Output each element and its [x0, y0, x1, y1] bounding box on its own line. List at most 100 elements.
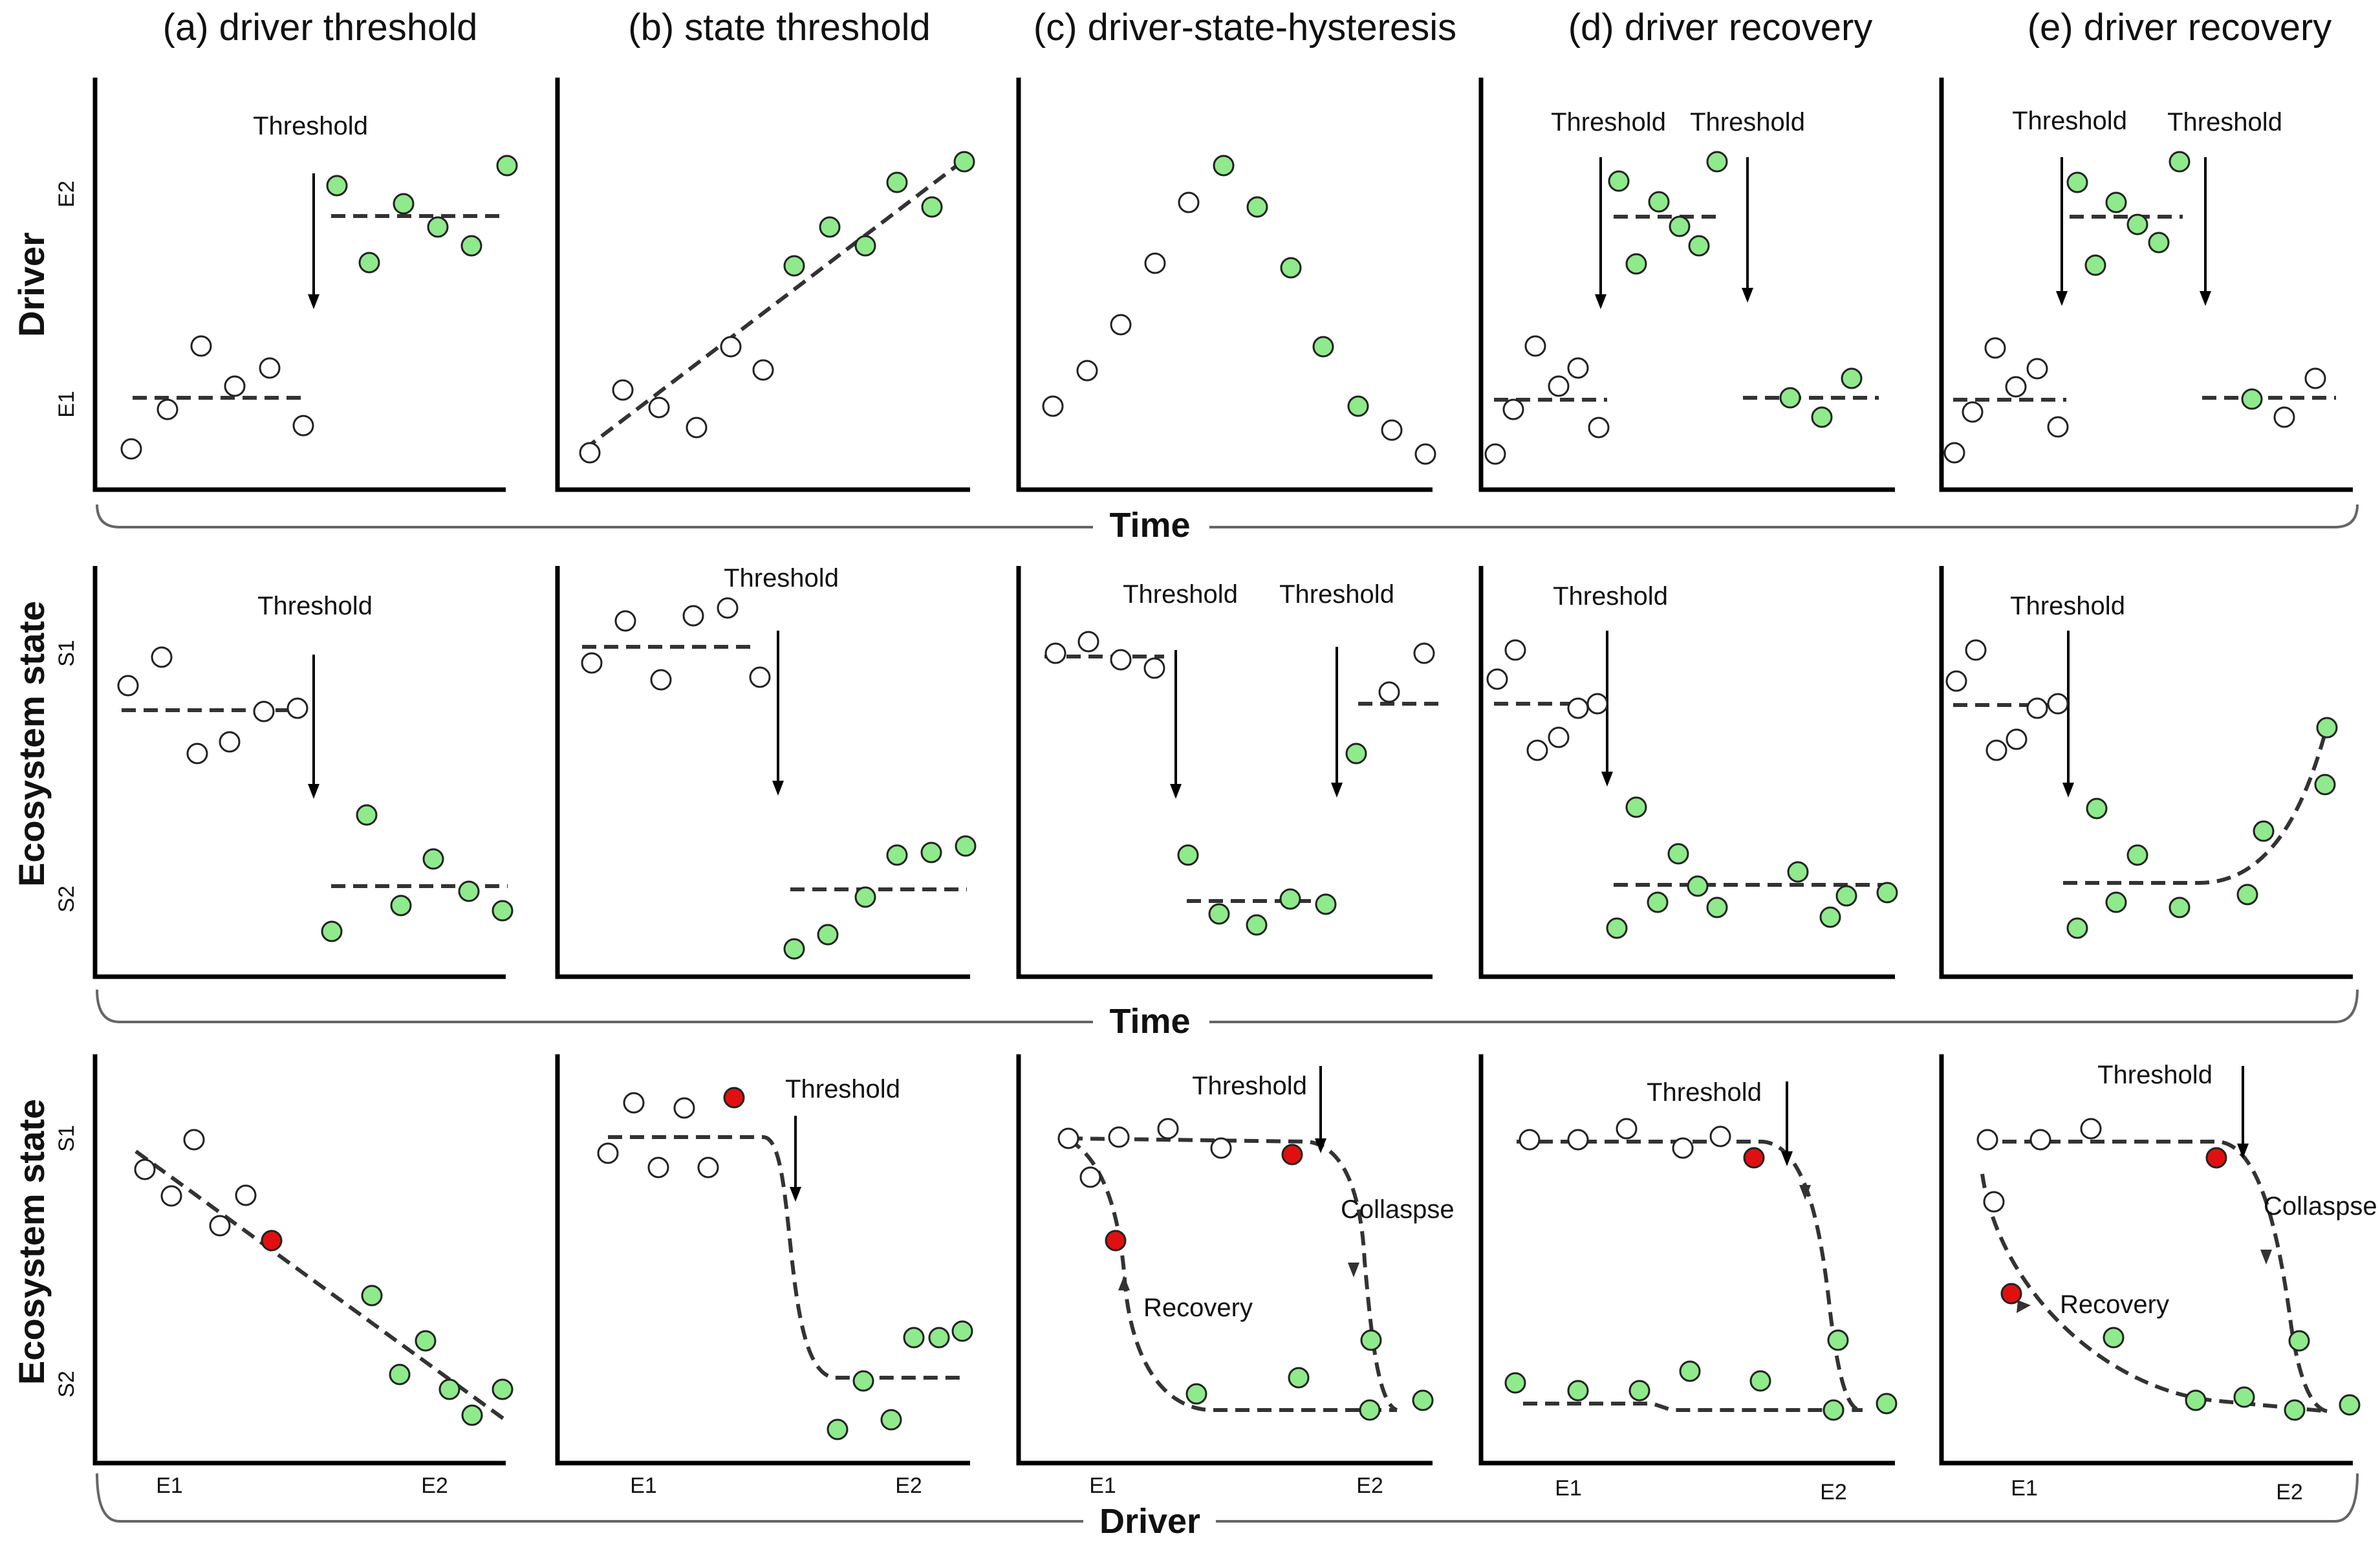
- point: [1985, 739, 2007, 761]
- xtick-e1-c: E1: [1089, 1473, 1116, 1498]
- point: [2126, 213, 2148, 235]
- point: [928, 1327, 950, 1349]
- xtick-e1-b: E1: [630, 1473, 657, 1498]
- point: [2103, 1327, 2125, 1349]
- point: [951, 1320, 973, 1342]
- point: [2066, 171, 2088, 193]
- point: [1779, 387, 1801, 409]
- point: [2105, 191, 2127, 213]
- state-tick-s2: S2: [54, 885, 79, 913]
- threshold-label-d2: Threshold: [1553, 582, 1668, 611]
- point: [2047, 416, 2069, 438]
- point: [2236, 884, 2258, 906]
- e2-level-rec: [2063, 721, 2330, 885]
- points-a1: [120, 155, 518, 460]
- points-d2: [1486, 639, 1898, 939]
- d3-collapse-head: [1799, 1185, 1811, 1200]
- point: [1965, 639, 1987, 661]
- driver-bracket-row3: [96, 1473, 2359, 1523]
- point: [886, 171, 908, 193]
- point: [1519, 1129, 1541, 1151]
- point: [1608, 170, 1630, 192]
- driver-tick-e2: E2: [54, 180, 79, 208]
- points-b1: [579, 151, 975, 464]
- row2-axes: [92, 566, 2353, 979]
- point: [1281, 1144, 1303, 1166]
- point: [1312, 336, 1334, 358]
- point: [2273, 406, 2295, 428]
- row-label-response: Ecosystem state: [11, 1099, 52, 1385]
- point: [1706, 896, 1728, 918]
- point: [903, 1327, 925, 1349]
- c3-collapse-head: [1348, 1263, 1359, 1277]
- point: [1076, 360, 1098, 382]
- row-label-driver: Driver: [11, 232, 52, 337]
- point: [920, 842, 942, 863]
- point: [2169, 151, 2191, 173]
- point: [427, 216, 449, 238]
- point: [819, 216, 841, 238]
- point: [1280, 257, 1302, 279]
- point: [1526, 739, 1548, 761]
- point: [817, 924, 839, 946]
- point: [1823, 1399, 1844, 1421]
- point: [1288, 1367, 1310, 1389]
- point: [1688, 235, 1710, 257]
- recovery-label-e3: Recovery: [2060, 1290, 2169, 1319]
- point: [1279, 888, 1301, 910]
- point: [1709, 1125, 1731, 1147]
- point: [1524, 335, 1546, 357]
- point: [1706, 151, 1728, 173]
- point: [1984, 337, 2006, 359]
- point: [1177, 844, 1199, 866]
- point: [1548, 375, 1570, 397]
- e3-upper: [1980, 1140, 2329, 1413]
- point: [579, 442, 601, 464]
- point: [2086, 798, 2108, 820]
- point: [209, 1215, 231, 1237]
- points-a3: [134, 1129, 514, 1426]
- point: [1983, 1191, 2005, 1213]
- point: [880, 1409, 902, 1431]
- point: [581, 652, 603, 674]
- xtick-e2-b: E2: [895, 1473, 922, 1498]
- point: [235, 1184, 257, 1206]
- threshold-label-e3: Threshold: [2097, 1061, 2212, 1089]
- threshold-label-b2: Threshold: [724, 564, 839, 592]
- point: [1412, 1389, 1434, 1411]
- point: [157, 398, 178, 420]
- time-label-row1: Time: [1109, 506, 1190, 545]
- point: [1144, 252, 1166, 274]
- point: [1625, 253, 1647, 275]
- point: [1108, 1126, 1130, 1148]
- column-title-b: (b) state threshold: [628, 6, 930, 49]
- point: [259, 357, 281, 379]
- e3-lower: [1980, 1173, 2329, 1413]
- point: [2314, 774, 2336, 796]
- point: [2316, 717, 2338, 739]
- point: [492, 900, 514, 922]
- point: [717, 597, 739, 619]
- point: [2339, 1394, 2361, 1416]
- point: [186, 743, 208, 765]
- point: [358, 252, 380, 274]
- point: [697, 1156, 719, 1178]
- c3-upper: [1068, 1136, 1398, 1412]
- point: [1625, 796, 1647, 818]
- point: [2241, 388, 2263, 410]
- point: [1567, 357, 1589, 379]
- point: [1484, 443, 1506, 465]
- point: [827, 1418, 849, 1440]
- point: [253, 700, 275, 722]
- points-c3: [1057, 1118, 1434, 1421]
- b1-trend: [583, 158, 965, 451]
- point: [1679, 1360, 1701, 1382]
- point: [1347, 395, 1369, 417]
- point: [458, 880, 480, 902]
- points-d3: [1504, 1118, 1898, 1421]
- column-title-e: (e) driver recovery: [2028, 6, 2332, 49]
- point: [1628, 1380, 1650, 1402]
- points-e2: [1945, 639, 2338, 939]
- point: [292, 415, 314, 437]
- annotation-labels: Threshold Threshold Threshold Threshold …: [253, 107, 2377, 1322]
